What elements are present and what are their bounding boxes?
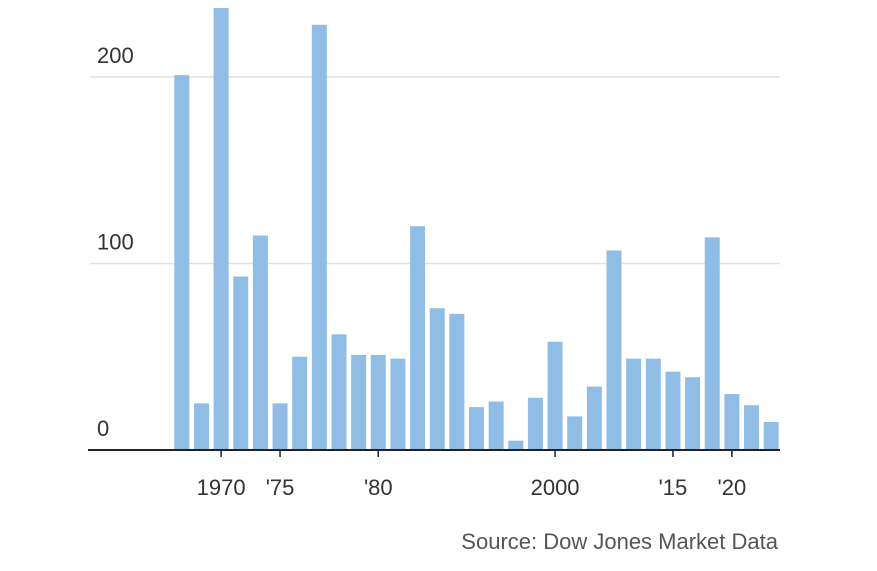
x-tick-label: '15 [659,475,688,500]
bar [351,354,367,450]
bar [410,226,426,450]
x-tick-label: '20 [718,475,747,500]
bar [272,403,288,450]
bar [645,358,661,450]
bar [292,356,308,450]
bar [567,416,583,450]
bar [174,75,190,450]
x-tick-label: 1970 [197,475,246,500]
x-tick-label: '80 [364,475,393,500]
bar [704,237,720,450]
bar [311,24,327,451]
bar [626,358,642,450]
bar [586,386,602,450]
bar [763,422,779,450]
bar [429,308,445,450]
bar [390,358,406,450]
bar [193,403,209,450]
bar [508,440,524,450]
bar [488,401,504,450]
bar [370,354,386,450]
bar [744,405,760,450]
bar [685,377,701,450]
y-tick-label: 0 [97,416,109,441]
bar [724,394,740,450]
y-tick-label: 200 [97,43,134,68]
bar [547,341,563,450]
x-tick-label: '75 [266,475,295,500]
bar [213,7,229,451]
x-tick-label: 2000 [531,475,580,500]
bar [606,250,622,450]
y-tick-label: 100 [97,229,134,254]
bar [233,276,249,450]
bar [665,371,681,450]
bar [469,407,484,450]
bar [449,313,465,450]
bar [527,397,543,450]
bar [252,235,268,450]
bar [331,334,347,450]
source-note: Source: Dow Jones Market Data [461,529,778,554]
